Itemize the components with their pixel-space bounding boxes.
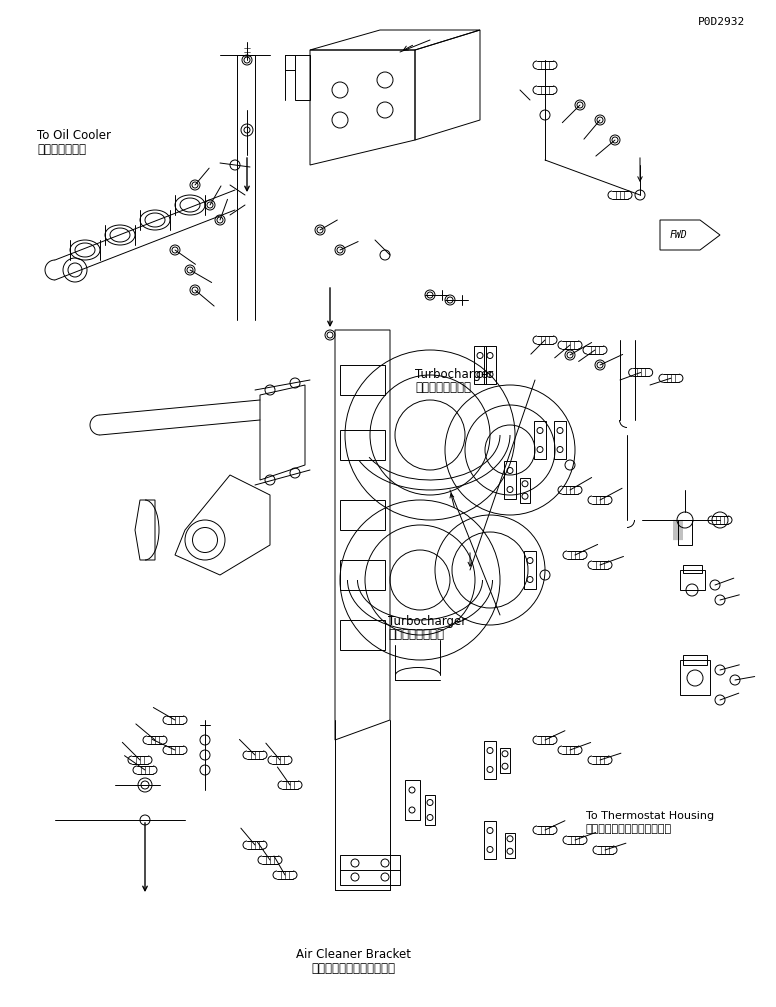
Text: To Thermostat Housing: To Thermostat Housing <box>586 811 714 821</box>
Bar <box>474 346 486 384</box>
Bar <box>340 620 385 650</box>
Bar <box>505 833 515 858</box>
Bar <box>504 461 516 499</box>
Text: ターボチャージャ: ターボチャージャ <box>415 382 471 394</box>
Bar <box>484 741 496 779</box>
Bar <box>680 570 705 590</box>
Bar <box>340 365 385 395</box>
Text: ターボチャージャ: ターボチャージャ <box>388 628 444 640</box>
Bar <box>500 747 510 772</box>
Bar <box>425 795 435 825</box>
Bar <box>683 565 702 573</box>
Text: Turbocharger: Turbocharger <box>415 369 494 381</box>
Text: エアークリーナブラケット: エアークリーナブラケット <box>311 963 395 975</box>
Bar <box>524 551 536 589</box>
Bar <box>678 520 692 545</box>
Text: Air Cleaner Bracket: Air Cleaner Bracket <box>296 949 411 961</box>
Bar <box>340 430 385 460</box>
Bar <box>680 660 710 695</box>
Bar <box>340 500 385 530</box>
Bar <box>554 421 566 459</box>
Text: To Oil Cooler: To Oil Cooler <box>37 130 111 142</box>
Bar <box>484 346 496 384</box>
Text: FWD: FWD <box>669 230 687 240</box>
Text: オイルクーラへ: オイルクーラへ <box>37 143 86 155</box>
Text: Turbocharger: Turbocharger <box>388 615 466 627</box>
Bar <box>340 560 385 590</box>
Bar <box>404 780 420 820</box>
Bar <box>520 477 530 502</box>
Text: P0D2932: P0D2932 <box>698 17 745 27</box>
Text: サーモスタットハウジングへ: サーモスタットハウジングへ <box>586 824 672 834</box>
Bar <box>683 655 707 665</box>
Bar <box>534 421 546 459</box>
Bar <box>484 821 496 859</box>
